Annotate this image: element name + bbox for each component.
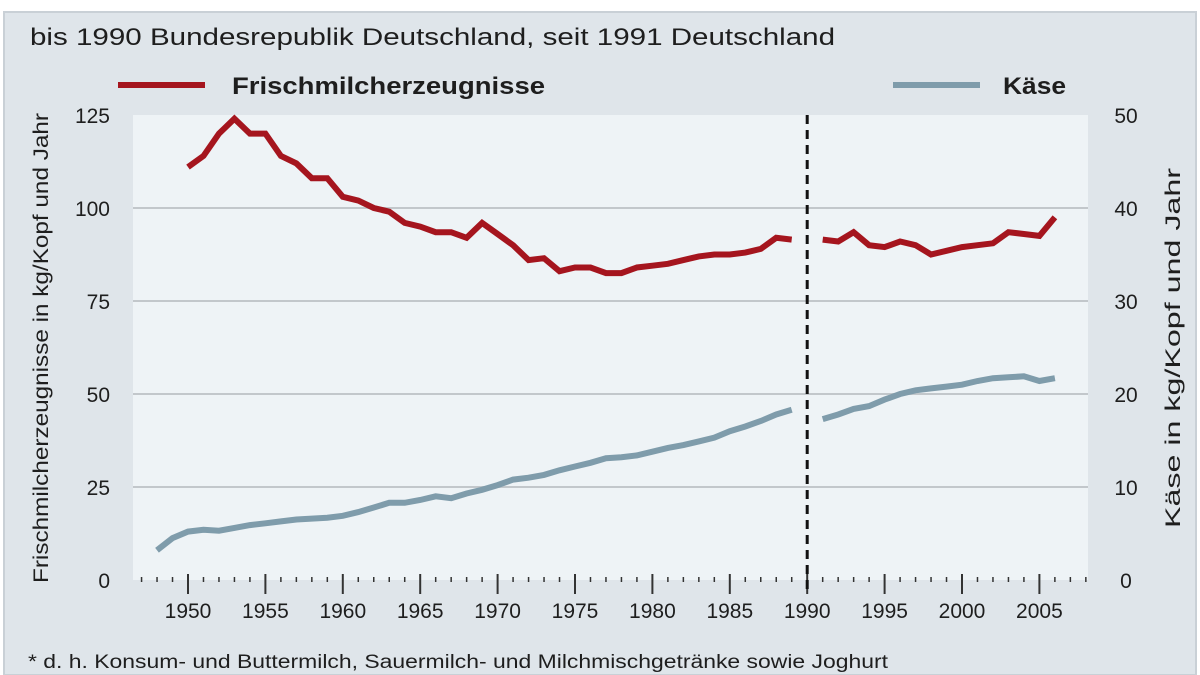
left-axis-tick-labels: 0 25 50 75 100 125 [75,105,110,593]
legend-label-frischmilch: Frischmilcherzeugnisse [232,73,545,100]
x-axis-ticks [140,574,1087,594]
chart-subtitle: bis 1990 Bundesrepublik Deutschland, sei… [30,24,835,51]
x-tick-label: 2005 [1016,600,1063,623]
series-line-frischmilch-segment-2 [822,215,1058,258]
x-tick-label: 1965 [397,600,444,623]
right-axis-title: Käse in kg/Kopf und Jahr [1162,168,1185,528]
x-tick-label: 1975 [552,600,599,623]
x-tick-label: 1980 [629,600,676,623]
left-y-tick-label: 50 [87,384,110,407]
right-y-tick-label: 20 [1114,384,1137,407]
left-y-tick-label: 25 [87,477,110,500]
right-y-tick-label: 30 [1114,291,1137,314]
legend: Frischmilcherzeugnisse Käse [118,73,1066,100]
right-y-tick-label: 50 [1114,105,1137,128]
legend-label-kaese: Käse [1003,73,1066,100]
x-tick-label: 1995 [861,600,908,623]
left-axis-title: Frischmilcherzeugnisse in kg/Kopf und Ja… [30,113,53,583]
series-line-frischmilch-segment-1 [186,114,793,277]
x-tick-label: 1970 [474,600,521,623]
series-line-kaese-segment-1 [155,406,793,553]
x-tick-label: 1985 [706,600,753,623]
right-axis-tick-labels: 0 10 20 30 40 50 [1114,105,1137,593]
right-y-tick-label: 0 [1120,570,1132,593]
left-y-tick-label: 75 [87,291,110,314]
left-y-tick-label: 0 [98,570,110,593]
gridlines [133,207,1088,488]
x-tick-label: 1955 [242,600,289,623]
series-lines [155,114,1058,553]
right-y-tick-label: 10 [1114,477,1137,500]
plot-area [133,115,1088,580]
x-tick-label: 2000 [939,600,986,623]
x-axis-tick-labels: 1950 1955 1960 1965 1970 1975 1980 1985 1990 1995… [165,600,1063,623]
right-y-tick-label: 40 [1114,198,1137,221]
x-tick-label: 1990 [784,600,831,623]
left-y-tick-label: 125 [75,105,110,128]
x-tick-label: 1960 [319,600,366,623]
footnote: * d. h. Konsum- und Buttermilch, Sauermi… [28,652,889,673]
left-y-tick-label: 100 [75,198,110,221]
series-line-kaese-segment-2 [821,373,1056,422]
x-tick-label: 1950 [165,600,212,623]
